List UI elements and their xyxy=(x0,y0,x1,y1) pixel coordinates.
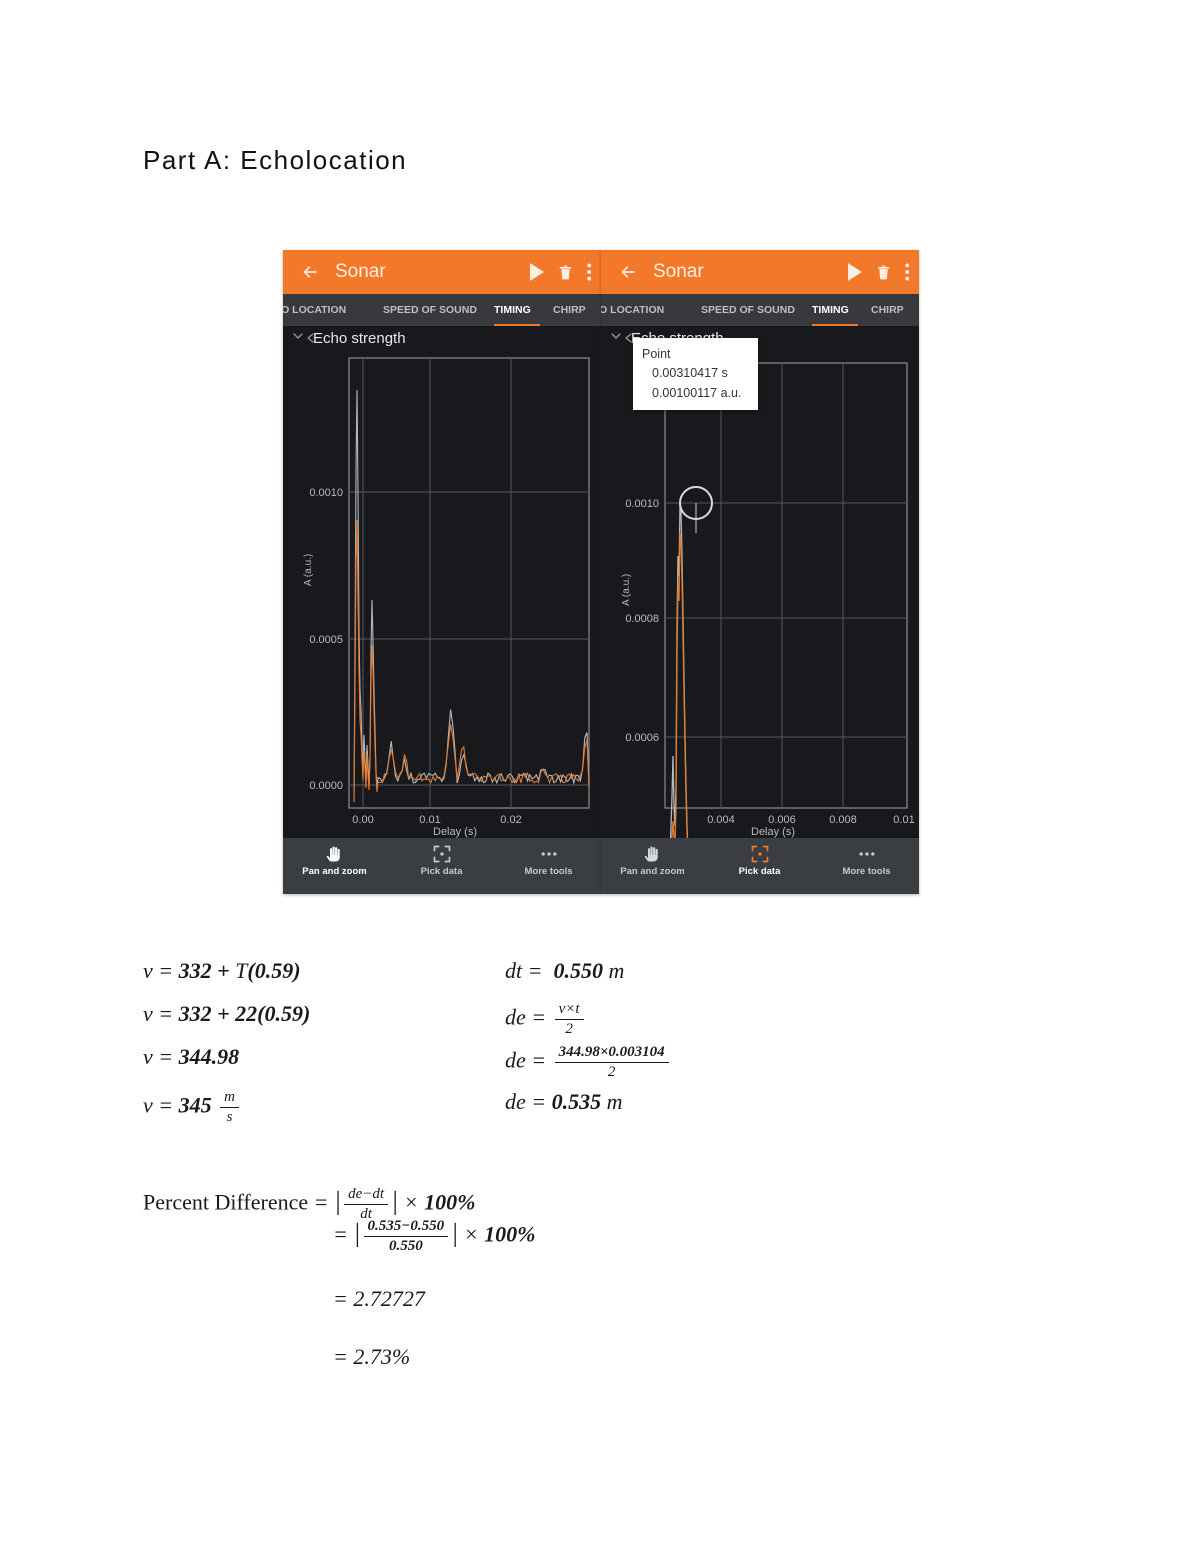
svg-text:0.0010: 0.0010 xyxy=(625,498,659,510)
svg-text:0.02: 0.02 xyxy=(500,814,521,826)
svg-text:0.0005: 0.0005 xyxy=(309,634,343,646)
svg-text:0.01: 0.01 xyxy=(419,814,440,826)
svg-text:0.0008: 0.0008 xyxy=(625,613,659,625)
svg-text:0.00: 0.00 xyxy=(352,814,373,826)
svg-text:0.0006: 0.0006 xyxy=(625,732,659,744)
svg-text:0.004: 0.004 xyxy=(707,814,735,826)
svg-text:0.008: 0.008 xyxy=(829,814,857,826)
svg-text:0.01: 0.01 xyxy=(893,814,914,826)
svg-text:0.006: 0.006 xyxy=(768,814,796,826)
svg-text:0.0000: 0.0000 xyxy=(309,780,343,792)
svg-text:0.0010: 0.0010 xyxy=(309,487,343,499)
